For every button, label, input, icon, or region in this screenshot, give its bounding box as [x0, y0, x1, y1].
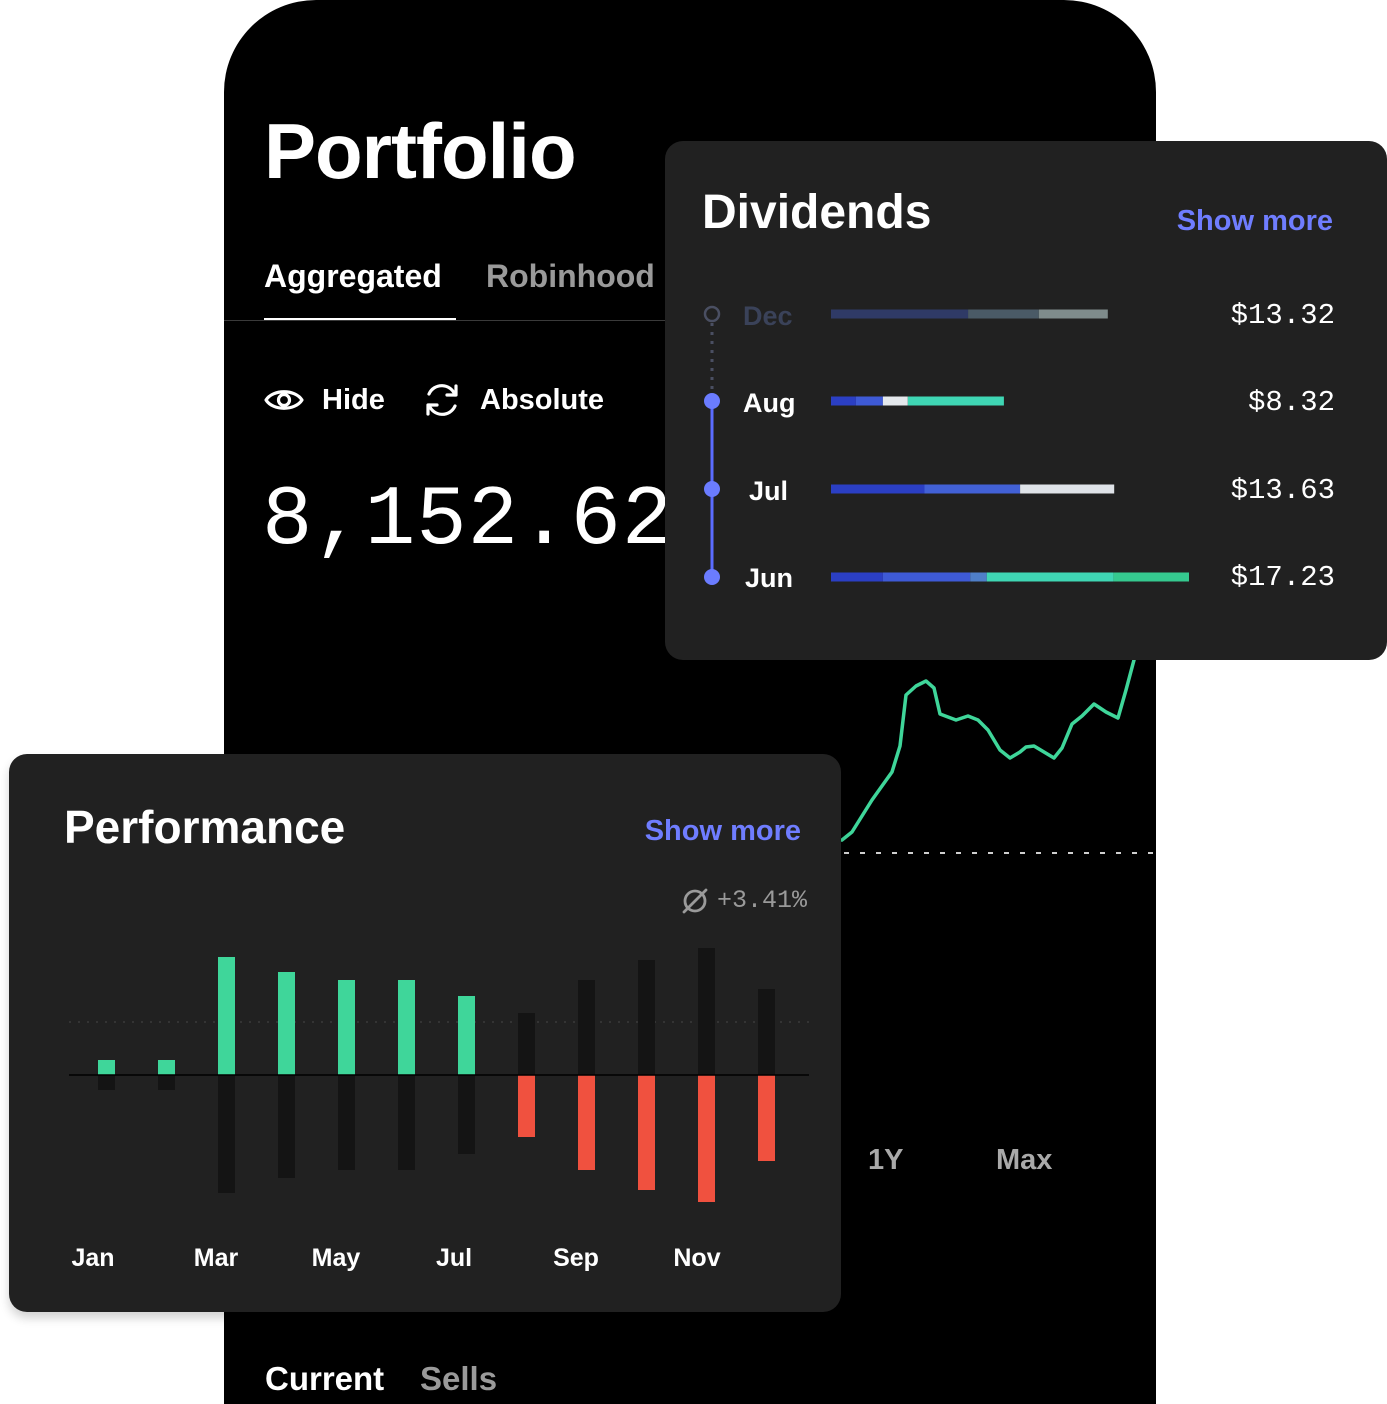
page-title: Portfolio — [264, 107, 577, 195]
dividend-amount-jun: $17.23 — [1230, 561, 1335, 594]
dividend-bar-jul-segment-0 — [831, 484, 925, 494]
dividend-bar-aug-segment-2 — [882, 396, 908, 406]
active-tab-indicator — [264, 318, 456, 321]
dividend-bar-dec-segment-2 — [1038, 309, 1108, 319]
absolute-label: Absolute — [480, 383, 605, 416]
dividend-bar-jul-segment-1 — [924, 484, 1021, 494]
portfolio-line-chart — [840, 648, 1156, 854]
tab-robinhood[interactable]: Robinhood — [486, 258, 655, 294]
bar-nov[interactable] — [698, 1075, 715, 1202]
tab-aggregated[interactable]: Aggregated — [264, 258, 442, 294]
dividend-bar-dec-segment-0 — [831, 309, 969, 319]
x-label-may: May — [311, 1244, 361, 1272]
performance-show-more-button[interactable]: Show more — [644, 815, 801, 847]
x-label-nov: Nov — [673, 1244, 721, 1272]
dividend-bar-jun-segment-2 — [970, 572, 987, 582]
performance-title: Performance — [64, 801, 346, 853]
timeline-dot-dec — [703, 305, 721, 323]
dividend-bar-aug-segment-1 — [855, 396, 883, 406]
hide-label: Hide — [322, 383, 385, 416]
timeline-dot-jun — [704, 569, 720, 585]
bar-apr[interactable] — [278, 972, 295, 1075]
tab-sells[interactable]: Sells — [420, 1360, 498, 1397]
bar-sep[interactable] — [578, 1075, 595, 1170]
dividend-bar-jul-segment-2 — [1020, 484, 1115, 494]
bar-jul[interactable] — [458, 996, 475, 1075]
dividend-month-dec: Dec — [743, 301, 793, 331]
x-label-sep: Sep — [553, 1244, 599, 1272]
dividend-amount-aug: $8.32 — [1247, 386, 1335, 419]
dividend-month-aug: Aug — [743, 388, 796, 418]
timeline-dot-aug — [704, 393, 720, 409]
x-label-jul: Jul — [435, 1244, 473, 1272]
portfolio-value-line — [840, 648, 1138, 842]
average-return: +3.41% — [681, 886, 807, 915]
dividend-bars — [831, 309, 1189, 582]
dividends-show-more-button[interactable]: Show more — [1176, 205, 1333, 237]
dividend-bar-jun-segment-4 — [1113, 572, 1189, 582]
diameter-icon — [682, 888, 708, 913]
range-max[interactable]: Max — [996, 1144, 1053, 1176]
tab-current[interactable]: Current — [265, 1360, 385, 1397]
bar-dec[interactable] — [758, 1075, 775, 1161]
dividend-month-jul: Jul — [749, 476, 789, 506]
refresh-icon — [426, 384, 458, 416]
portfolio-balance: 8,152.62 — [262, 474, 674, 569]
dividend-month-jun: Jun — [745, 563, 794, 593]
dividends-title: Dividends — [702, 186, 932, 239]
bar-aug[interactable] — [518, 1075, 535, 1137]
dividend-amount-jul: $13.63 — [1230, 474, 1335, 507]
bar-jan[interactable] — [98, 1060, 115, 1075]
dividend-bar-aug-segment-3 — [907, 396, 1004, 406]
timeline-dot-jul — [704, 481, 720, 497]
bar-mar[interactable] — [218, 957, 235, 1075]
x-label-jan: Jan — [71, 1244, 115, 1272]
eye-icon — [264, 390, 304, 410]
dividend-bar-aug-segment-0 — [831, 396, 856, 406]
x-label-mar: Mar — [193, 1244, 239, 1272]
range-1y[interactable]: 1Y — [868, 1144, 904, 1176]
hide-toggle[interactable]: Hide — [264, 380, 385, 420]
absolute-toggle[interactable]: Absolute — [422, 380, 604, 420]
performance-bar-chart — [69, 948, 809, 1202]
dividend-bar-jun-segment-3 — [986, 572, 1114, 582]
dividends-timeline — [703, 305, 721, 585]
dividend-bar-jun-segment-0 — [831, 572, 883, 582]
performance-card: Performance Show more +3.41% Jan Mar May… — [9, 754, 841, 1312]
average-return-value: +3.41% — [716, 886, 807, 915]
bar-oct[interactable] — [638, 1075, 655, 1190]
bar-jun[interactable] — [398, 980, 415, 1075]
dividend-bar-dec-segment-1 — [968, 309, 1039, 319]
dividend-bar-jun-segment-1 — [882, 572, 971, 582]
dividends-card: Dividends Show more Dec Aug Jul Jun $13.… — [665, 141, 1387, 660]
bar-feb[interactable] — [158, 1060, 175, 1075]
dividend-amount-dec: $13.32 — [1230, 299, 1335, 332]
bar-may[interactable] — [338, 980, 355, 1075]
